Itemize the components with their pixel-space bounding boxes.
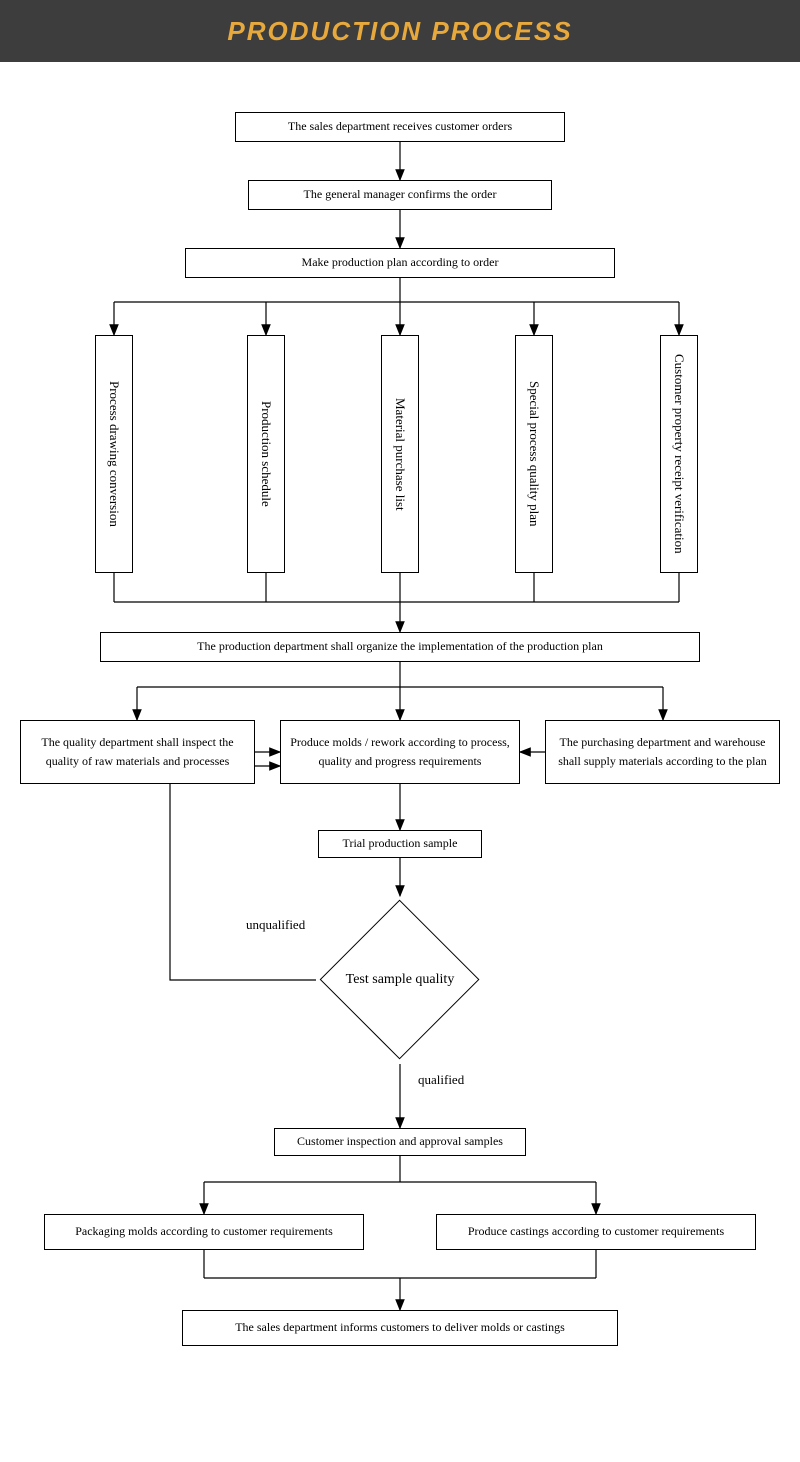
- node-label: Production schedule: [258, 401, 274, 507]
- node-label: Customer property receipt verification: [671, 354, 687, 554]
- node-label: Process drawing conversion: [106, 381, 122, 527]
- node-sales-receives: The sales department receives customer o…: [235, 112, 565, 142]
- node-production-schedule: Production schedule: [247, 335, 285, 573]
- node-label: Customer inspection and approval samples: [297, 1132, 503, 1151]
- node-quality-inspect: The quality department shall inspect the…: [20, 720, 255, 784]
- node-label: The general manager confirms the order: [304, 185, 497, 204]
- node-drawing-conversion: Process drawing conversion: [95, 335, 133, 573]
- node-label: The production department shall organize…: [197, 637, 603, 656]
- node-purchasing-supply: The purchasing department and warehouse …: [545, 720, 780, 784]
- node-label: Special process quality plan: [526, 381, 542, 527]
- node-label: The sales department informs customers t…: [235, 1318, 565, 1337]
- node-produce-molds: Produce molds / rework according to proc…: [280, 720, 520, 784]
- node-customer-approval: Customer inspection and approval samples: [274, 1128, 526, 1156]
- node-label: Material purchase list: [392, 398, 408, 511]
- node-label: Test sample quality: [346, 972, 455, 988]
- flowchart-canvas: The sales department receives customer o…: [0, 62, 800, 1462]
- node-label: The sales department receives customer o…: [288, 117, 512, 136]
- node-quality-plan: Special process quality plan: [515, 335, 553, 573]
- node-property-receipt: Customer property receipt verification: [660, 335, 698, 573]
- page-title: PRODUCTION PROCESS: [227, 16, 572, 47]
- node-material-list: Material purchase list: [381, 335, 419, 573]
- node-organize-implementation: The production department shall organize…: [100, 632, 700, 662]
- label-unqualified: unqualified: [246, 917, 305, 933]
- label-qualified: qualified: [418, 1072, 464, 1088]
- node-label: The quality department shall inspect the…: [29, 733, 246, 771]
- node-trial-sample: Trial production sample: [318, 830, 482, 858]
- node-label: Trial production sample: [343, 834, 458, 853]
- node-manager-confirms: The general manager confirms the order: [248, 180, 552, 210]
- node-packaging-molds: Packaging molds according to customer re…: [44, 1214, 364, 1250]
- header-bar: PRODUCTION PROCESS: [0, 0, 800, 62]
- node-label: Make production plan according to order: [302, 253, 499, 272]
- node-sales-deliver: The sales department informs customers t…: [182, 1310, 618, 1346]
- node-test-quality-diamond: Test sample quality: [343, 923, 456, 1036]
- node-label: Produce castings according to customer r…: [468, 1222, 724, 1241]
- node-label: Produce molds / rework according to proc…: [289, 733, 511, 771]
- node-produce-castings: Produce castings according to customer r…: [436, 1214, 756, 1250]
- node-label: Packaging molds according to customer re…: [75, 1222, 333, 1241]
- node-label: The purchasing department and warehouse …: [554, 733, 771, 771]
- node-production-plan: Make production plan according to order: [185, 248, 615, 278]
